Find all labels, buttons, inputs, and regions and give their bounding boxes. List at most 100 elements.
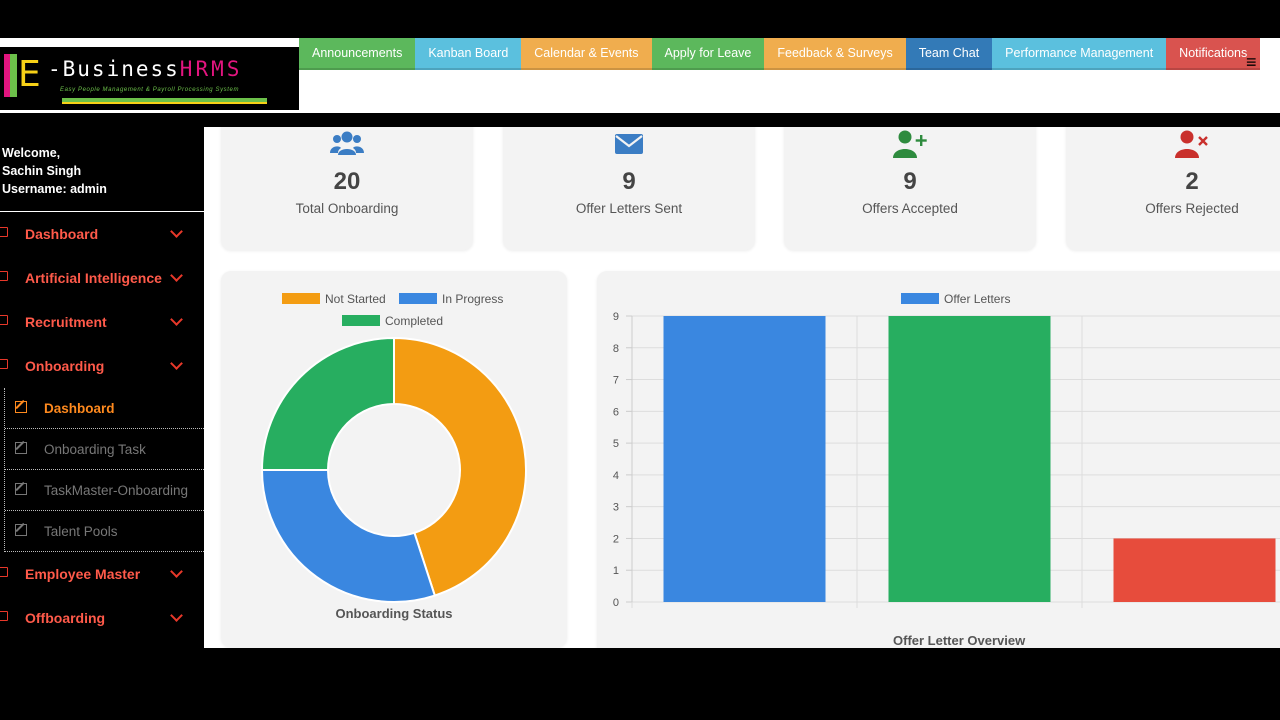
stat-label: Offers Rejected (1145, 201, 1239, 216)
stat-label: Offers Accepted (862, 201, 958, 216)
stat-value: 9 (622, 168, 636, 195)
donut-slice-completed[interactable] (260, 336, 395, 471)
hamburger-icon[interactable]: ≡ (1246, 52, 1257, 72)
logo-bar-pink (4, 54, 10, 97)
folder-icon (0, 567, 8, 577)
username-text: Username: admin (2, 182, 107, 196)
welcome-panel: Welcome, Sachin Singh Username: admin (0, 127, 204, 212)
legend-label: In Progress (442, 292, 504, 306)
sidebar-item-label: Recruitment (25, 314, 107, 330)
y-tick-label: 1 (613, 565, 619, 577)
logo-letter: E (18, 54, 41, 95)
onboarding-status-donut-chart (260, 336, 527, 603)
legend-item-offer-letters[interactable]: Offer Letters (901, 292, 1010, 306)
bar-accepted[interactable] (888, 316, 1051, 602)
folder-icon (0, 315, 8, 325)
submenu-item-dashboard[interactable]: Dashboard (5, 388, 204, 429)
y-tick-label: 6 (613, 406, 619, 418)
chevron-down-icon[interactable] (170, 313, 183, 326)
submenu-item-label: TaskMaster-Onboarding (44, 483, 189, 498)
offer-letter-bar-chart: 0123456789SentAcceptedRejected (613, 311, 1280, 609)
edit-icon (15, 524, 27, 536)
onboarding-status-panel: Not Started In Progress Completed Onboar… (221, 271, 567, 647)
bar-rejected[interactable] (1113, 538, 1276, 602)
submenu-item-taskmaster-onboarding[interactable]: TaskMaster-Onboarding (5, 470, 204, 511)
y-tick-label: 5 (613, 438, 619, 450)
legend-item-in-progress[interactable]: In Progress (399, 292, 503, 306)
legend-item-not-started[interactable]: Not Started (282, 292, 386, 306)
welcome-text: Welcome, (2, 146, 61, 160)
onboarding-status-title: Onboarding Status (335, 606, 453, 621)
folder-icon (0, 359, 8, 369)
user-name: Sachin Singh (2, 164, 82, 178)
submenu-item-talent-pools[interactable]: Talent Pools (5, 511, 204, 552)
users-icon (221, 129, 473, 163)
ebusiness-hrms-logo[interactable]: E -BusinessHRMS Easy People Management &… (0, 47, 299, 110)
submenu-item-label: Onboarding Task (44, 442, 146, 457)
nav-apply-for-leave-button[interactable]: Apply for Leave (651, 38, 765, 70)
offer-letter-overview-panel: Offer Letters 0123456789SentAcceptedReje… (597, 271, 1280, 648)
logo-underline (62, 98, 267, 102)
onboarding-submenu: Dashboard Onboarding Task TaskMaster-Onb… (4, 388, 204, 552)
sidebar-item-label: Artificial Intelligence (25, 270, 162, 286)
y-tick-label: 3 (613, 502, 619, 514)
sidebar-item-onboarding[interactable]: Onboarding (0, 344, 204, 388)
legend-item-completed[interactable]: Completed (342, 314, 443, 328)
envelope-icon (503, 129, 755, 163)
folder-icon (0, 227, 8, 237)
sidebar-item-label: Dashboard (25, 226, 99, 242)
sidebar-item-label: Offboarding (25, 610, 106, 626)
legend-swatch (282, 293, 320, 304)
sidebar: Welcome, Sachin Singh Username: admin Da… (0, 127, 204, 648)
edit-icon (15, 442, 27, 454)
sidebar-item-recruitment[interactable]: Recruitment (0, 300, 204, 344)
logo-underline-yellow (62, 102, 267, 104)
stat-card-total-onboarding: 20 Total Onboarding (221, 127, 473, 250)
y-tick-label: 2 (613, 533, 619, 545)
sidebar-item-dashboard[interactable]: Dashboard (0, 212, 204, 256)
sidebar-item-label: Employee Master (25, 566, 141, 582)
nav-feedback-surveys-button[interactable]: Feedback & Surveys (764, 38, 906, 70)
sidebar-item-employee-master[interactable]: Employee Master (0, 552, 204, 596)
legend-swatch (342, 315, 380, 326)
nav-calendar-events-button[interactable]: Calendar & Events (521, 38, 652, 70)
stat-value: 9 (903, 168, 917, 195)
logo-brand-prefix: -Business (48, 57, 180, 81)
sidebar-item-label: Onboarding (25, 358, 105, 374)
logo-brand-text: -BusinessHRMS (48, 57, 242, 81)
edit-icon (15, 483, 27, 495)
legend-label: Offer Letters (944, 292, 1011, 306)
chevron-down-icon[interactable] (170, 225, 183, 238)
donut-slice-in-progress[interactable] (260, 469, 437, 603)
sidebar-item-artificial-intelligence[interactable]: Artificial Intelligence (0, 256, 204, 300)
stat-card-offers-rejected: 2 Offers Rejected (1066, 127, 1280, 250)
stat-value: 2 (1185, 168, 1199, 195)
legend-label: Not Started (325, 292, 386, 306)
logo-bar-green (10, 54, 17, 97)
logo-brand-suffix: HRMS (179, 57, 243, 81)
user-plus-icon (784, 129, 1036, 163)
nav-team-chat-button[interactable]: Team Chat (905, 38, 993, 70)
nav-notifications-button[interactable]: Notifications (1166, 38, 1261, 70)
y-tick-label: 9 (613, 311, 619, 323)
chevron-down-icon[interactable] (170, 609, 183, 622)
app-header: E -BusinessHRMS Easy People Management &… (0, 38, 1280, 120)
nav-kanban-board-button[interactable]: Kanban Board (415, 38, 522, 70)
bar-sent[interactable] (663, 316, 826, 602)
chevron-down-icon[interactable] (170, 357, 183, 370)
chevron-down-icon[interactable] (170, 269, 183, 282)
legend-label: Completed (385, 314, 444, 328)
submenu-item-onboarding-task[interactable]: Onboarding Task (5, 429, 204, 470)
submenu-item-label: Dashboard (44, 401, 115, 416)
nav-announcements-button[interactable]: Announcements (299, 38, 416, 70)
edit-icon (15, 401, 27, 413)
stat-card-offer-letters-sent: 9 Offer Letters Sent (503, 127, 755, 250)
sidebar-item-offboarding[interactable]: Offboarding (0, 596, 204, 640)
user-times-icon (1066, 129, 1280, 163)
main-content: 20 Total Onboarding 9 Offer Letters Sent (204, 127, 1280, 648)
folder-icon (0, 611, 8, 621)
donut-slice-not-started[interactable] (393, 336, 527, 597)
nav-performance-management-button[interactable]: Performance Management (992, 38, 1167, 70)
chevron-down-icon[interactable] (170, 565, 183, 578)
